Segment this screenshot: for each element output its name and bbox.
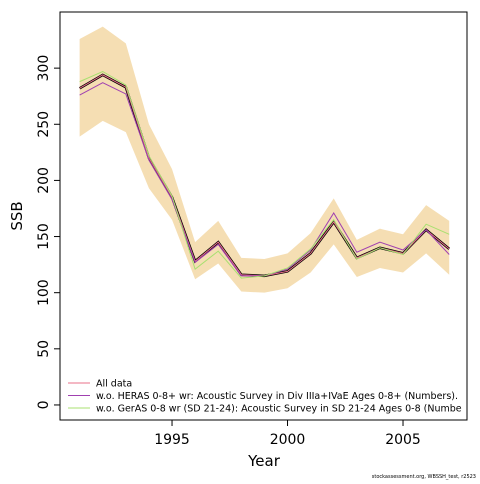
plot-frame — [59, 11, 468, 421]
y-tick-label: 0 — [36, 400, 52, 409]
x-tick-label: 2000 — [270, 432, 306, 448]
series-line — [79, 70, 450, 279]
legend-label: All data — [96, 379, 132, 390]
x-tick-label: 2005 — [385, 432, 421, 448]
x-tick-label: 1995 — [154, 432, 190, 448]
confidence-band — [79, 26, 450, 293]
y-tick-label: 250 — [36, 111, 52, 138]
legend-label: w.o. GerAS 0-8 wr (SD 21-24): Acoustic S… — [96, 404, 462, 415]
y-tick-label: 150 — [36, 223, 52, 250]
y-tick-label: 300 — [36, 55, 52, 82]
footnote: stockassessment.org, WBSSH_test, r2523 — [372, 474, 476, 480]
y-tick-label: 100 — [36, 279, 52, 306]
legend-label: w.o. HERAS 0-8+ wr: Acoustic Survey in D… — [96, 391, 458, 402]
y-axis-label: SSB — [8, 201, 26, 230]
x-axis-label: Year — [247, 452, 281, 470]
y-tick-label: 50 — [36, 340, 52, 358]
y-tick-label: 200 — [36, 167, 52, 194]
